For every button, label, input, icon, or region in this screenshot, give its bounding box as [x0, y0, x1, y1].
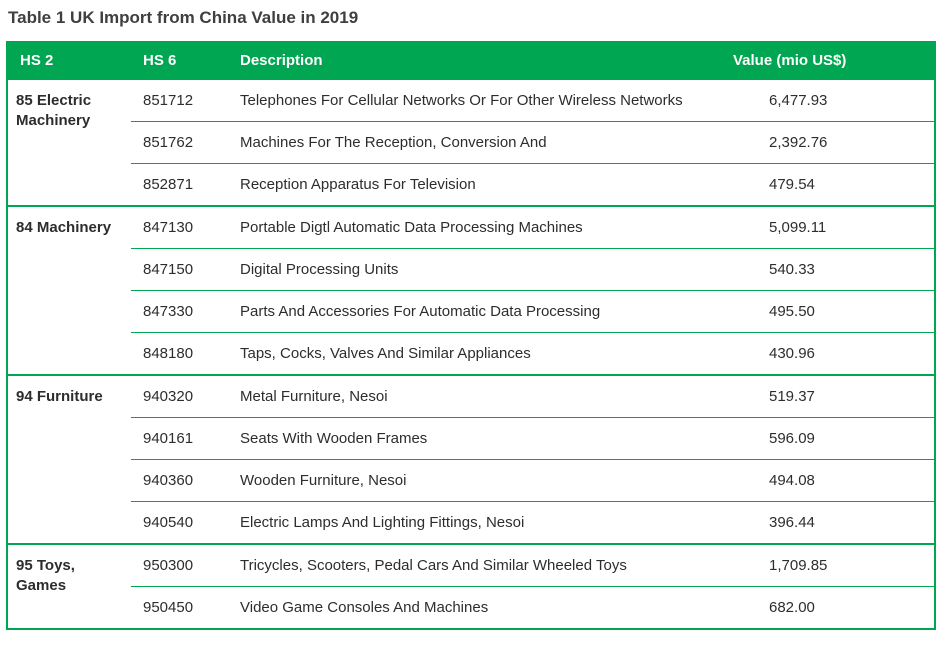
description-cell: Digital Processing Units — [235, 248, 721, 291]
table-row: 95 Toys, Games 950300 Tricycles, Scooters,… — [7, 543, 935, 629]
description-cell: Machines For The Reception, Conversion A… — [235, 121, 721, 164]
hs6-cell: 848180 — [131, 332, 235, 375]
value-cell: 682.00 — [721, 586, 935, 629]
description-cell: Taps, Cocks, Valves And Similar Applianc… — [235, 332, 721, 375]
table-row: 940360 Wooden Furniture, Nesoi 494.08 — [7, 459, 935, 502]
table-row: 848180 Taps, Cocks, Valves And Similar Ap… — [7, 332, 935, 375]
description-cell: Reception Apparatus For Television — [235, 163, 721, 206]
table-row: 84 Machinery 847130 Portable Digtl Automat… — [7, 205, 935, 375]
value-cell: 495.50 — [721, 290, 935, 333]
table-row: 847150 Digital Processing Units 540.33 — [7, 248, 935, 291]
hs6-cell: 950300 — [131, 543, 235, 587]
table-row: 85 Electric Machinery 851712 Telephones Fo… — [7, 78, 935, 206]
column-header-description: Description — [235, 42, 721, 79]
column-header-hs6: HS 6 — [131, 42, 235, 79]
value-cell: 540.33 — [721, 248, 935, 291]
description-cell: Wooden Furniture, Nesoi — [235, 459, 721, 502]
column-header-value: Value (mio US$) — [721, 42, 935, 79]
table-body: 85 Electric Machinery 851712 Telephones Fo… — [7, 78, 935, 629]
value-cell: 6,477.93 — [721, 78, 935, 122]
table-row: 852871 Reception Apparatus For Television… — [7, 163, 935, 206]
description-cell: Metal Furniture, Nesoi — [235, 374, 721, 418]
hs6-cell: 940161 — [131, 417, 235, 460]
value-cell: 430.96 — [721, 332, 935, 375]
description-cell: Portable Digtl Automatic Data Processing… — [235, 205, 721, 249]
value-cell: 1,709.85 — [721, 543, 935, 587]
table-row: 940161 Seats With Wooden Frames 596.09 — [7, 417, 935, 460]
hs6-cell: 851762 — [131, 121, 235, 164]
table-row: 94 Furniture 940320 Metal Furniture, Nesoi… — [7, 374, 935, 544]
value-cell: 396.44 — [721, 501, 935, 544]
import-table: HS 2 HS 6 Description Value (mio US$) 85… — [6, 41, 936, 630]
value-cell: 519.37 — [721, 374, 935, 418]
value-cell: 596.09 — [721, 417, 935, 460]
hs6-cell: 847150 — [131, 248, 235, 291]
hs6-cell: 950450 — [131, 586, 235, 629]
hs2-group-cell: 84 Machinery — [7, 205, 131, 375]
table-row: 940540 Electric Lamps And Lighting Fittin… — [7, 501, 935, 544]
table-title: Table 1 UK Import from China Value in 20… — [8, 8, 359, 27]
value-cell: 494.08 — [721, 459, 935, 502]
hs2-group-cell: 85 Electric Machinery — [7, 78, 131, 206]
value-cell: 2,392.76 — [721, 121, 935, 164]
hs6-cell: 851712 — [131, 78, 235, 122]
table-row: 851762 Machines For The Reception, Conver… — [7, 121, 935, 164]
hs2-group-cell: 94 Furniture — [7, 374, 131, 544]
description-cell: Seats With Wooden Frames — [235, 417, 721, 460]
description-cell: Electric Lamps And Lighting Fittings, Ne… — [235, 501, 721, 544]
table-row: 847330 Parts And Accessories For Automati… — [7, 290, 935, 333]
value-cell: 479.54 — [721, 163, 935, 206]
value-cell: 5,099.11 — [721, 205, 935, 249]
hs2-group-cell: 95 Toys, Games — [7, 543, 131, 629]
table-row: 950450 Video Game Consoles And Machines 68… — [7, 586, 935, 629]
table-header: HS 2 HS 6 Description Value (mio US$) — [7, 42, 935, 79]
description-cell: Tricycles, Scooters, Pedal Cars And Simi… — [235, 543, 721, 587]
hs6-cell: 852871 — [131, 163, 235, 206]
table-header-row: HS 2 HS 6 Description Value (mio US$) — [7, 42, 935, 79]
description-cell: Telephones For Cellular Networks Or For … — [235, 78, 721, 122]
column-header-hs2: HS 2 — [7, 42, 131, 79]
hs6-cell: 847130 — [131, 205, 235, 249]
hs6-cell: 847330 — [131, 290, 235, 333]
description-cell: Parts And Accessories For Automatic Data… — [235, 290, 721, 333]
description-cell: Video Game Consoles And Machines — [235, 586, 721, 629]
hs6-cell: 940360 — [131, 459, 235, 502]
hs6-cell: 940540 — [131, 501, 235, 544]
hs6-cell: 940320 — [131, 374, 235, 418]
